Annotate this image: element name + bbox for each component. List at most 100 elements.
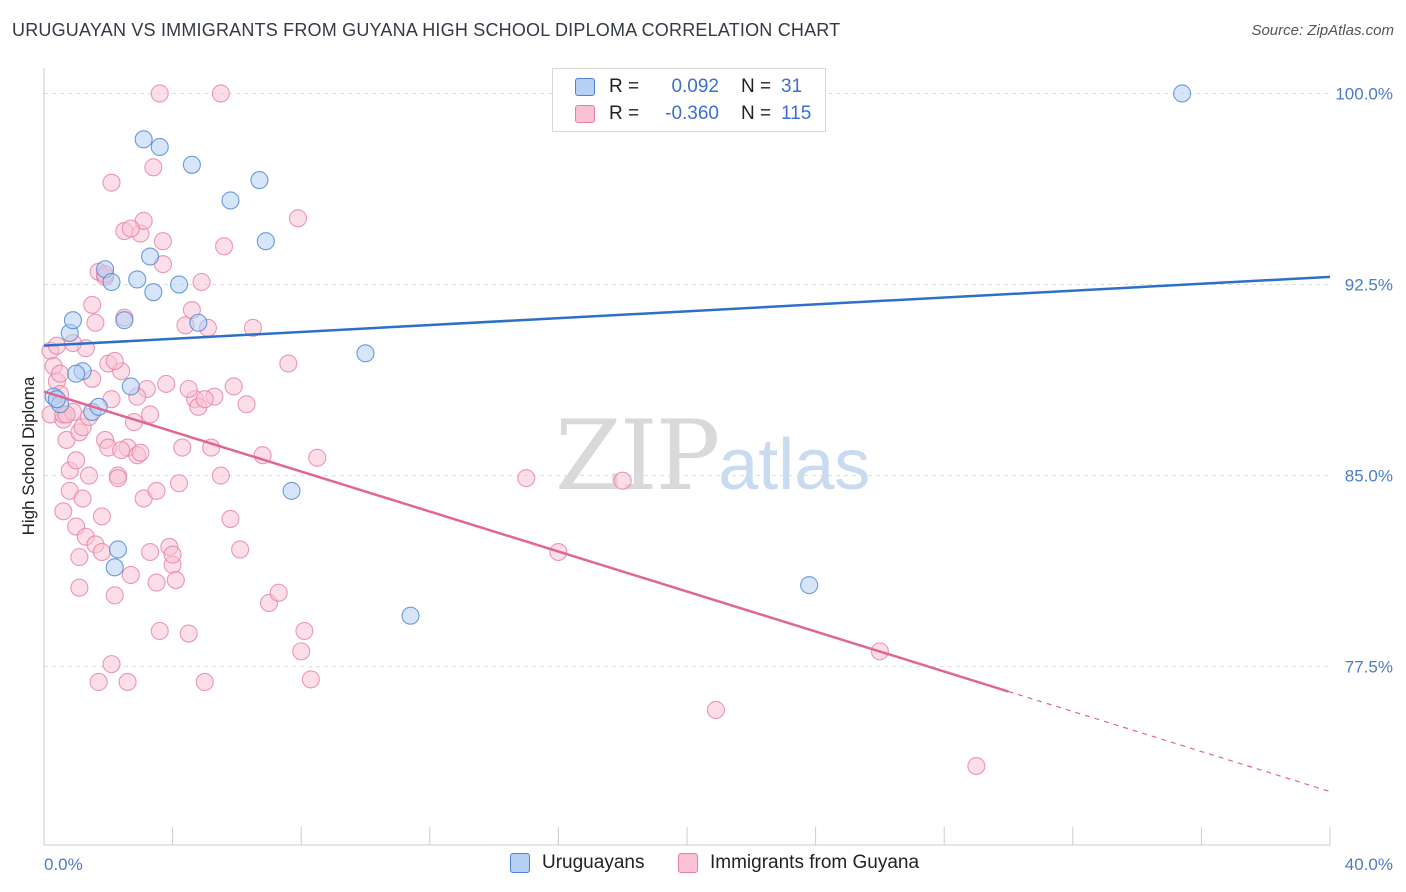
uruguayan-point	[356, 344, 375, 363]
legend-swatch-uruguayans	[575, 78, 595, 96]
guyana-point	[706, 700, 725, 720]
uruguayan-point	[282, 481, 301, 500]
watermark-zip: ZIP	[555, 400, 720, 512]
guyana-point	[86, 313, 105, 332]
x-tick-label: 0.0%	[44, 855, 83, 874]
watermark-atlas: atlas	[718, 425, 871, 505]
guyana-point	[118, 672, 137, 692]
guyana-point	[70, 578, 89, 597]
legend-n-value: 31	[781, 76, 803, 97]
guyana-point	[70, 548, 89, 567]
guyana-point	[79, 466, 99, 485]
legend-r-value: -0.360	[665, 103, 719, 124]
guyana-point	[147, 481, 166, 500]
guyana-point	[195, 390, 214, 409]
guyana-point	[121, 219, 140, 238]
legend-row-uruguayans: R = 0.092 N = 31	[575, 75, 802, 99]
guyana-point	[231, 540, 250, 559]
guyana-point	[141, 405, 160, 424]
chart-title: URUGUAYAN VS IMMIGRANTS FROM GUYANA HIGH…	[12, 20, 841, 40]
uruguayan-point	[182, 155, 201, 174]
uruguayan-point	[221, 191, 240, 210]
guyana-point	[221, 509, 240, 528]
guyana-point	[147, 573, 166, 592]
legend-swatch-guyana	[575, 105, 595, 123]
guyana-point	[144, 158, 163, 177]
legend-r-label: R =	[609, 76, 640, 97]
y-axis-label: High School Diploma	[19, 376, 38, 535]
legend-r-value: 0.092	[671, 76, 719, 97]
guyana-point	[243, 318, 263, 337]
uruguayan-point	[256, 232, 275, 251]
guyana-point	[163, 545, 182, 564]
uruguayan-point	[189, 313, 208, 332]
y-tick-label: 100.0%	[1335, 84, 1393, 103]
legend-n-label: N =	[741, 76, 772, 97]
uruguayan-point	[63, 311, 82, 330]
guyana-point	[195, 672, 214, 692]
uruguayan-point	[102, 272, 121, 292]
guyana-point	[83, 295, 102, 314]
guyana-point	[517, 469, 536, 488]
guyana-point	[301, 670, 320, 689]
correlation-legend: R = 0.092 N = 31 R = -0.360 N = 115	[552, 68, 826, 132]
guyana-trend-line	[43, 390, 1009, 693]
guyana-point	[295, 621, 314, 641]
uruguayan-point	[800, 576, 819, 595]
legend-row-guyana: R = -0.360 N = 115	[575, 102, 811, 126]
uruguayan-point	[121, 377, 140, 396]
guyana-point	[166, 571, 185, 590]
watermark: ZIPatlas	[555, 400, 870, 512]
guyana-point	[211, 84, 230, 103]
guyana-point	[157, 374, 176, 393]
uruguayan-point	[108, 540, 127, 559]
guyana-point	[292, 642, 311, 661]
x-tick-label: 40.0%	[1345, 855, 1393, 874]
chart-source: Source: ZipAtlas.com	[1251, 22, 1394, 39]
uruguayan-trend-line	[43, 275, 1331, 347]
guyana-point	[153, 232, 173, 251]
uruguayan-point	[67, 364, 86, 383]
legend-r-label: R =	[609, 103, 640, 124]
uruguayan-point	[150, 137, 169, 157]
guyana-point	[613, 471, 632, 490]
series-legend-label: Immigrants from Guyana	[710, 852, 920, 873]
guyana-point	[141, 542, 160, 562]
y-tick-label: 85.0%	[1345, 467, 1393, 486]
guyana-point	[279, 354, 298, 373]
y-tick-label: 77.5%	[1345, 658, 1393, 677]
series-legend: Uruguayans Immigrants from Guyana	[0, 852, 1406, 878]
guyana-point	[192, 272, 211, 292]
uruguayan-point	[144, 283, 163, 302]
guyana-point	[131, 443, 150, 462]
uruguayan-point	[1173, 84, 1192, 103]
series-legend-uruguayans: Uruguayans	[510, 852, 644, 874]
guyana-point	[308, 448, 327, 467]
guyana-point	[214, 237, 234, 256]
guyana-point	[150, 621, 169, 641]
guyana-point	[73, 489, 92, 508]
guyana-point	[169, 474, 189, 493]
guyana-point	[105, 586, 124, 605]
guyana-point	[121, 565, 140, 585]
guyana-point	[108, 469, 127, 488]
series-legend-label: Uruguayans	[542, 852, 645, 873]
uruguayan-point	[128, 270, 147, 289]
guyana-point	[179, 379, 198, 399]
guyana-point	[967, 756, 986, 776]
guyana-point	[237, 395, 256, 414]
guyana-point	[54, 502, 73, 521]
series-legend-swatch	[510, 853, 530, 873]
series-legend-swatch	[678, 853, 698, 873]
legend-n-value: 115	[781, 103, 812, 124]
uruguayan-point	[169, 275, 189, 294]
guyana-point	[269, 583, 288, 602]
guyana-point	[92, 542, 111, 562]
guyana-point	[102, 655, 121, 674]
guyana-trend-extension	[1008, 690, 1331, 793]
guyana-point	[173, 438, 192, 457]
guyana-point	[112, 441, 131, 460]
uruguayan-point	[250, 171, 269, 190]
guyana-point	[92, 507, 111, 526]
